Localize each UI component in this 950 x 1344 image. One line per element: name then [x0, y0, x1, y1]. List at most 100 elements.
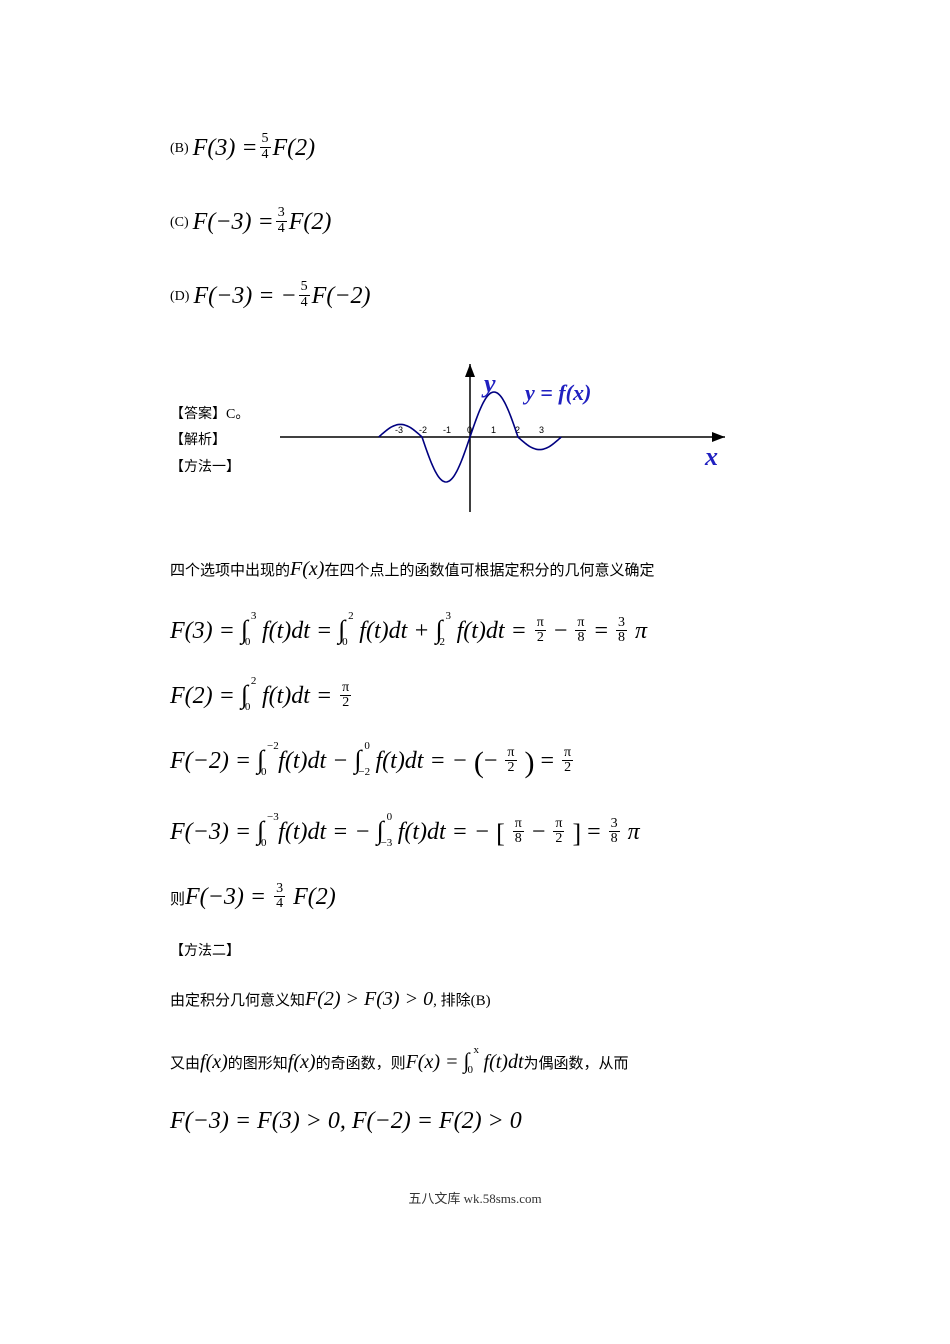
lhs: F(−3) =: [185, 884, 272, 910]
int-lb: 0: [245, 699, 251, 716]
frac-num: 3: [276, 206, 287, 222]
frac-num: π: [513, 817, 524, 833]
frac-num: π: [562, 746, 573, 762]
choice-c: (C) F(−3) = 3 4 F(2): [170, 204, 780, 240]
frac-den: 2: [562, 761, 573, 776]
bracket-left-icon: [: [496, 819, 505, 848]
eq-F2: F(2) = ∫02f(t)dt = π2: [170, 675, 780, 714]
text: 又由: [170, 1056, 200, 1072]
frac-num: 3: [616, 616, 627, 632]
explain-line-3: 又由f(x)的图形知f(x)的奇函数，则F(x) = ∫0xf(t)dt为偶函数…: [170, 1044, 780, 1077]
frac-num: π: [535, 616, 546, 632]
frac-den: 8: [609, 832, 620, 847]
eq-Fm3: F(−3) = ∫0−3f(t)dt = − ∫−30f(t)dt = − [ …: [170, 811, 780, 853]
int-body: f(t)dt −: [278, 748, 354, 774]
math: F(2) > F(3) > 0: [305, 988, 433, 1010]
op: =: [594, 618, 614, 644]
svg-text:3: 3: [539, 425, 544, 435]
frac-num: π: [575, 616, 586, 632]
text: 在四个点上的函数值可根据定积分的几何意义确定: [324, 563, 654, 579]
tail: π: [635, 618, 647, 644]
int-ub: −3: [267, 809, 279, 826]
frac-den: 8: [575, 631, 586, 646]
function-graph: -3-2-10123yy = f(x)x: [270, 352, 740, 532]
text: 为偶函数，从而: [524, 1056, 629, 1072]
int-lb: −2: [358, 764, 370, 781]
op: =: [587, 819, 607, 845]
integral-icon: ∫−20: [354, 740, 361, 779]
int-lb: 0: [261, 835, 267, 852]
lhs: F(−3) =: [170, 819, 257, 845]
choice-b-label: (B): [170, 138, 189, 159]
integral-icon: ∫23: [435, 610, 442, 649]
frac: π2: [535, 616, 546, 646]
text: , 排除(B): [433, 993, 491, 1009]
choice-c-lhs: F(−3) =: [193, 204, 274, 240]
int-lb: 2: [439, 634, 445, 651]
choice-d-frac: 5 4: [299, 280, 310, 310]
answer-line-3: 【方法一】: [170, 455, 270, 482]
eq-last: F(−3) = F(3) > 0, F(−2) = F(2) > 0: [170, 1103, 780, 1139]
choice-c-frac: 3 4: [276, 206, 287, 236]
frac-num: 3: [609, 817, 620, 833]
svg-text:-1: -1: [443, 425, 451, 435]
choice-b-rhs: F(2): [273, 130, 316, 166]
lhs: F(3) =: [170, 618, 241, 644]
eq-F3: F(3) = ∫03f(t)dt = ∫02f(t)dt + ∫23f(t)dt…: [170, 610, 780, 649]
choice-d-label: (D): [170, 286, 189, 307]
int-ub: 0: [387, 809, 393, 826]
int-body: f(t)dt: [484, 1051, 524, 1073]
answer-block: 【答案】C。 【解析】 【方法一】 -3-2-10123yy = f(x)x: [170, 352, 780, 532]
int-ub: 0: [364, 738, 370, 755]
int-lb: 0: [342, 634, 348, 651]
rhs: F(2): [293, 884, 336, 910]
frac: 38: [609, 817, 620, 847]
frac-den: 2: [553, 832, 564, 847]
frac: π8: [575, 616, 586, 646]
frac-den: 4: [299, 296, 310, 311]
int-lb: 0: [245, 634, 251, 651]
choice-c-rhs: F(2): [289, 204, 332, 240]
choice-b-lhs: F(3) =: [193, 130, 258, 166]
text: 的奇函数，则: [316, 1056, 406, 1072]
method-2-label: 【方法二】: [170, 941, 780, 962]
choice-c-label: (C): [170, 212, 189, 233]
int-ub: −2: [267, 738, 279, 755]
integral-icon: ∫0−2: [257, 740, 264, 779]
integral-icon: ∫02: [338, 610, 345, 649]
lhs: F(−2) =: [170, 748, 257, 774]
svg-text:y: y: [481, 369, 496, 398]
frac-den: 2: [505, 761, 516, 776]
op: −: [554, 618, 574, 644]
frac-den: 8: [513, 832, 524, 847]
frac-den: 4: [260, 148, 271, 163]
explain-line-2: 由定积分几何意义知F(2) > F(3) > 0, 排除(B): [170, 984, 780, 1014]
op: −: [484, 748, 498, 774]
op: =: [541, 748, 561, 774]
frac: π2: [340, 681, 351, 711]
frac-num: 5: [260, 132, 271, 148]
math: F(x) =: [406, 1051, 464, 1073]
bracket-right-icon: ]: [572, 819, 581, 848]
frac-num: π: [340, 681, 351, 697]
int-lb: −3: [381, 835, 393, 852]
paren-right-icon: ): [525, 746, 535, 779]
frac-den: 2: [340, 696, 351, 711]
int-ub: 3: [445, 608, 451, 625]
math: F(x): [290, 558, 324, 580]
frac-num: π: [505, 746, 516, 762]
text: 的图形知: [228, 1056, 288, 1072]
eq-Fm2: F(−2) = ∫0−2f(t)dt − ∫−20f(t)dt = − (− π…: [170, 740, 780, 785]
int-body: f(t)dt = −: [398, 819, 496, 845]
eq-result: 则F(−3) = 34 F(2): [170, 879, 780, 915]
choice-d-rhs: F(−2): [312, 278, 371, 314]
integral-icon: ∫−30: [377, 811, 384, 850]
frac-den: 4: [274, 897, 285, 912]
answer-prefix: 【答案】: [170, 407, 226, 422]
frac-den: 8: [616, 631, 627, 646]
lhs: F(2) =: [170, 683, 241, 709]
text: 四个选项中出现的: [170, 563, 290, 579]
int-lb: 0: [261, 764, 267, 781]
math: f(x): [288, 1051, 316, 1073]
svg-text:x: x: [704, 442, 718, 471]
